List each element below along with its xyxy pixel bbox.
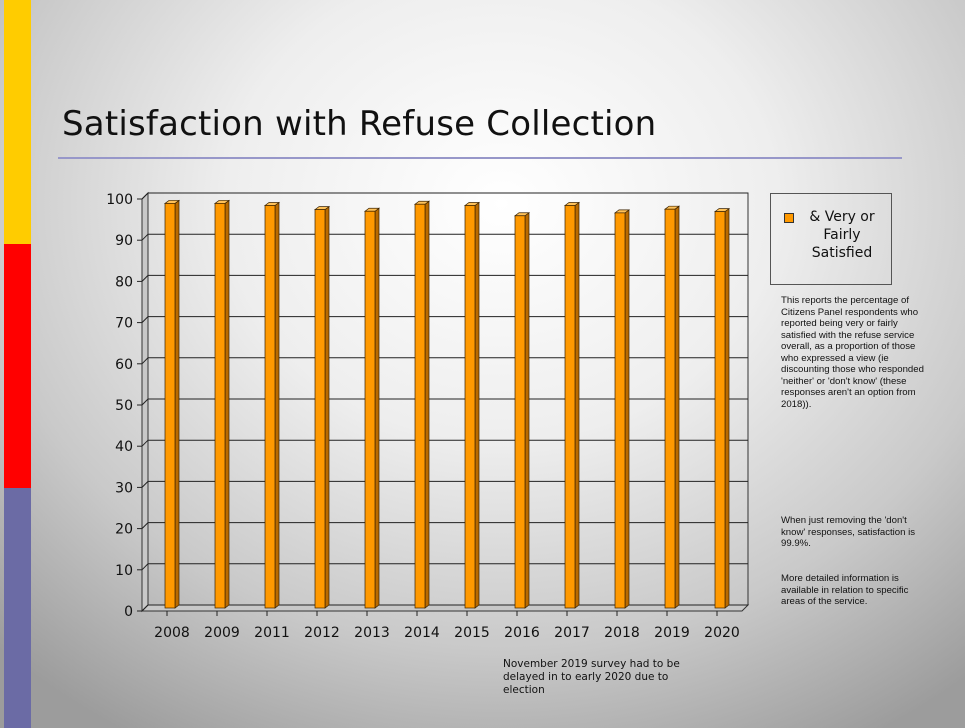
bar-2014 [414,203,426,609]
bar-2018 [614,212,626,609]
stripe-yellow [4,0,31,244]
bar-2008 [164,203,176,609]
x-tick-label: 2011 [254,625,290,641]
x-tick-label: 2008 [154,625,190,641]
bar-side [474,201,480,609]
bar-side [274,201,280,609]
y-tick-label: 10 [115,563,133,579]
bar-side [424,200,430,609]
legend-swatch [784,213,794,223]
bar-2012 [314,209,326,609]
bar-2017 [564,205,576,609]
bar-2009 [214,203,226,609]
bar-side [574,201,580,609]
x-tick-label: 2017 [554,625,590,641]
gridline [141,192,748,200]
bar-side [374,207,380,609]
gridline [141,357,748,365]
gridline [141,398,748,406]
gridline [141,439,748,447]
explanatory-note-3: More detailed information is available i… [781,573,909,607]
bar-2013 [364,210,376,609]
gridline [141,274,748,282]
stripe-purple [4,488,31,728]
slide-title: Satisfaction with Refuse Collection [62,104,657,144]
gridline [141,233,748,241]
y-tick-label: 30 [115,480,133,496]
y-tick-label: 50 [115,398,133,414]
x-tick-label: 2013 [354,625,390,641]
y-tick-label: 100 [106,192,133,208]
x-tick-label: 2018 [604,625,640,641]
bar-2015 [464,205,476,609]
chart-floor [140,604,750,612]
y-tick-label: 70 [115,316,133,332]
y-tick-label: 60 [115,357,133,373]
x-tick-label: 2009 [204,625,240,641]
y-tick-label: 0 [124,604,133,620]
title-divider [58,157,902,159]
legend-label: & Very or Fairly Satisfied [809,209,875,261]
x-tick-label: 2020 [704,625,740,641]
bar-2019 [664,208,676,609]
chart-legend: & Very or Fairly Satisfied [770,193,892,285]
x-tick-label: 2016 [504,625,540,641]
y-tick-label: 20 [115,522,133,538]
x-tick-label: 2012 [304,625,340,641]
stripe-red [4,244,31,488]
gridline [141,522,748,529]
x-tick-label: 2015 [454,625,490,641]
explanatory-note-2: When just removing the 'don't know' resp… [781,515,916,549]
bar-side [624,209,630,609]
gridline [141,480,748,488]
bar-side [324,205,330,609]
bar-side [224,199,230,609]
survey-footnote: November 2019 survey had to be delayed i… [503,658,680,696]
bar-side [674,205,680,609]
bar-2011 [264,205,276,609]
y-tick-label: 90 [115,233,133,249]
x-tick-label: 2019 [654,625,690,641]
bar-side [724,207,730,609]
gridline [141,316,748,323]
gridline [141,604,748,612]
bar-side [524,212,530,609]
bar-2020 [714,211,726,609]
gridline [141,563,748,571]
bar-side [174,199,180,609]
bar-2016 [514,215,526,609]
explanatory-note-1: This reports the percentage of Citizens … [781,295,924,410]
x-tick-label: 2014 [404,625,440,641]
y-tick-label: 80 [115,274,133,290]
y-tick-label: 40 [115,439,133,455]
